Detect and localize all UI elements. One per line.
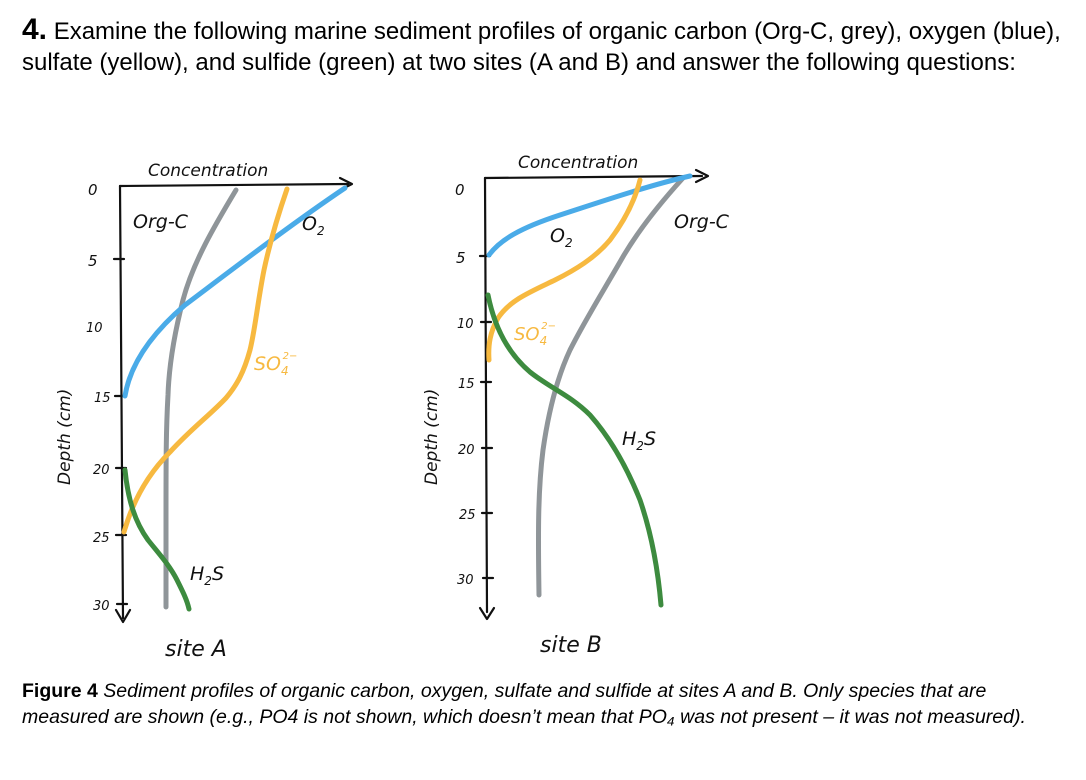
site-a-panel: Concentration 0 5 10 15 20 25 30 Depth (…: [55, 161, 354, 662]
site-b-org-c-curve: [535, 175, 686, 598]
site-b-tick-15: 15: [458, 377, 475, 392]
site-a-tick-0: 0: [88, 181, 98, 199]
site-a-tick-25: 25: [93, 531, 110, 546]
site-a-x-axis: [118, 182, 350, 188]
site-a-org-c-curve: [163, 187, 239, 610]
site-b-sulfide-label: H2S: [622, 428, 656, 453]
site-b-oxygen-label: O2: [550, 225, 573, 250]
site-b-sulfate-label: SO42−: [514, 321, 556, 348]
site-a-sulfate-label: SO42−: [254, 351, 297, 378]
site-a-sulfide-curve: [122, 467, 192, 612]
question-number: 4.: [22, 13, 48, 46]
site-a-tick-15: 15: [94, 391, 111, 406]
site-a-org-c-label: Org-C: [133, 211, 189, 233]
site-b-y-axis-label: Depth (cm): [422, 389, 442, 485]
site-a-x-axis-label: Concentration: [148, 161, 268, 181]
site-a-tick-10: 10: [86, 321, 103, 336]
site-b-tick-25: 25: [459, 508, 476, 523]
site-a-sulfide-label: H2S: [190, 563, 224, 588]
site-b-org-c-label: Org-C: [674, 211, 730, 233]
site-b-x-axis-arrow: [694, 168, 710, 184]
site-a-y-axis-label: Depth (cm): [55, 389, 75, 485]
site-b-tick-0: 0: [455, 181, 465, 199]
site-a-tick-20: 20: [93, 463, 110, 478]
site-b-tick-10: 10: [457, 317, 474, 332]
site-a-tick-5: 5: [88, 252, 98, 270]
site-b-y-axis-arrow: [478, 606, 496, 621]
site-a-depth-ticks: [112, 257, 129, 606]
site-b-sulfate-curve: [486, 177, 643, 363]
site-a-tick-30: 30: [93, 599, 110, 614]
site-a-y-axis-arrow: [114, 608, 132, 624]
site-a-sulfate-curve: [121, 186, 290, 535]
question-text: 4. Examine the following marine sediment…: [22, 14, 1062, 78]
site-b-tick-30: 30: [457, 573, 474, 588]
site-b-title: site B: [540, 633, 602, 658]
site-b-tick-5: 5: [456, 249, 466, 267]
site-b-tick-20: 20: [458, 443, 475, 458]
caption-label: Figure 4: [22, 680, 98, 702]
site-a-y-axis: [118, 184, 125, 620]
site-b-x-axis-label: Concentration: [518, 153, 638, 173]
caption-text: Sediment profiles of organic carbon, oxy…: [22, 680, 1026, 728]
site-b-panel: Concentration 0 5 10 15 20 25 30 Depth (…: [422, 153, 730, 658]
sediment-profiles-figure: Concentration 0 5 10 15 20 25 30 Depth (…: [55, 153, 730, 662]
site-b-sulfide-curve: [485, 292, 664, 608]
site-a-title: site A: [165, 637, 227, 662]
figure-caption: Figure 4 Sediment profiles of organic ca…: [22, 678, 1077, 730]
site-a-oxygen-label: O2: [302, 213, 325, 238]
site-b-oxygen-curve: [486, 173, 693, 258]
site-a-oxygen-curve: [122, 185, 348, 399]
site-b-y-axis: [483, 176, 489, 614]
question-body: Examine the following marine sediment pr…: [22, 18, 1061, 76]
site-b-x-axis: [483, 174, 704, 180]
